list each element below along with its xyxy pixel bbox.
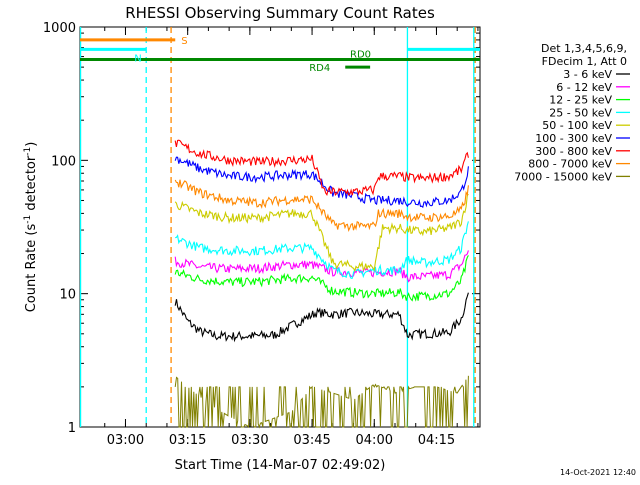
series-line-3-6-kev: [174, 292, 469, 343]
series-line-100-300-kev: [174, 156, 469, 209]
series-line-12-25-kev: [174, 255, 469, 302]
flag-label-s: S: [181, 36, 187, 47]
series-line-300-800-kev: [174, 139, 469, 197]
y-axis-label: Count Rate (s-1 detector-1): [23, 142, 39, 313]
series-line-50-100-kev: [174, 193, 469, 273]
x-tick-label: 03:45: [293, 433, 330, 448]
flag-label-rd4: RD4: [309, 63, 330, 74]
y-label-main: Count Rate (s: [24, 224, 39, 313]
legend-label-25-50-kev: 25 - 50 keV: [549, 106, 612, 119]
y-label-sup1: -1: [23, 215, 33, 224]
flag-label-rd0: RD0: [350, 50, 371, 61]
y-label-sup2: -1: [23, 147, 33, 156]
legend-label-800-7000-kev: 800 - 7000 keV: [528, 158, 612, 171]
y-tick-label: 1000: [43, 21, 76, 36]
flag-bars: S N RD0 RD4: [80, 36, 480, 74]
x-axis-label: Start Time (14-Mar-07 02:49:02): [175, 458, 386, 473]
legend-label-50-100-kev: 50 - 100 keV: [542, 119, 612, 132]
legend-label-100-300-kev: 100 - 300 keV: [535, 132, 612, 145]
y-tick-label: 10: [59, 288, 76, 303]
x-tick-label: 03:00: [107, 433, 144, 448]
legend-header-2: FDecim 1, Att 0: [542, 55, 627, 68]
y-tick-label: 1: [68, 421, 76, 436]
series-line-6-12-kev: [174, 250, 469, 283]
legend-header-1: Det 1,3,4,5,6,9,: [541, 42, 627, 55]
legend-label-7000-15000-kev: 7000 - 15000 keV: [514, 170, 612, 183]
series-lines: [174, 139, 469, 429]
footer-date: 14-Oct-2021 12:40: [560, 468, 636, 477]
series-line-25-50-kev: [175, 221, 469, 279]
chart-title: RHESSI Observing Summary Count Rates: [125, 4, 435, 22]
legend-label-12-25-kev: 12 - 25 keV: [549, 94, 612, 107]
legend-label-3-6-kev: 3 - 6 keV: [563, 68, 612, 81]
series-line-7000-15000-kev: [174, 375, 469, 429]
legend-label-300-800-kev: 300 - 800 keV: [535, 145, 612, 158]
flag-label-n: N: [134, 53, 141, 64]
legend-label-6-12-kev: 6 - 12 keV: [556, 81, 612, 94]
tick-layer: 03:00 03:15 03:30 03:45 04:00 04:15 1 10 100 1000: [43, 21, 480, 448]
x-tick-label: 04:15: [418, 433, 455, 448]
x-tick-label: 03:15: [169, 433, 206, 448]
y-tick-label: 100: [51, 154, 76, 169]
y-label-mid: detector: [24, 155, 39, 215]
series-line-800-7000-kev: [174, 179, 469, 232]
x-tick-label: 03:30: [231, 433, 268, 448]
y-label-end: ): [24, 142, 39, 147]
plot-frame: [79, 26, 481, 428]
x-tick-label: 04:00: [356, 433, 393, 448]
